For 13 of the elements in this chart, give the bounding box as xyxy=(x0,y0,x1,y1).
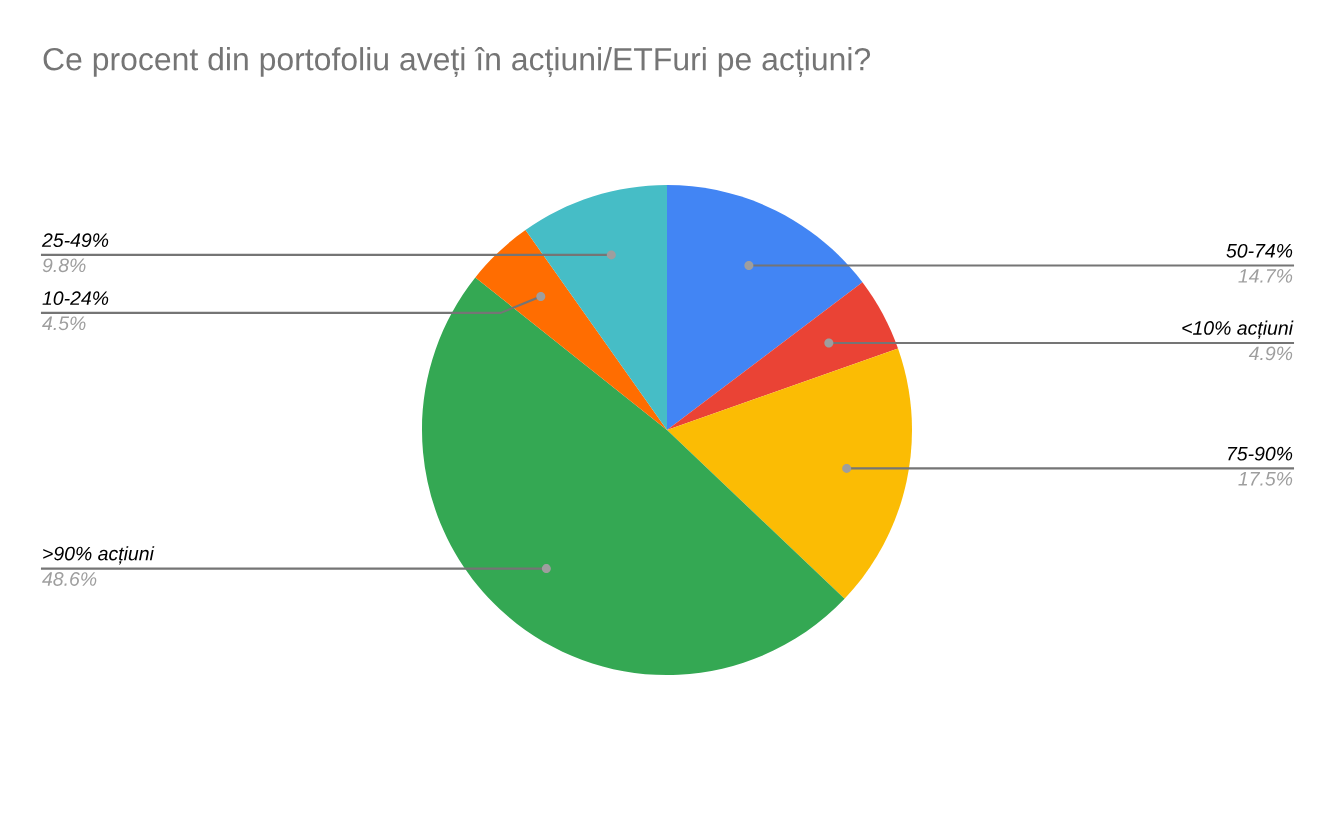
data-label: 48.6% xyxy=(42,572,97,586)
data-label: 4.5% xyxy=(42,316,86,331)
slice-label: 10-24% xyxy=(42,291,109,306)
data-label: 17.5% xyxy=(1238,471,1293,486)
slice-label: >90% acțiuni xyxy=(43,546,155,565)
data-label: 14.7% xyxy=(1238,269,1293,283)
data-label: 4.9% xyxy=(1248,346,1293,361)
slice-label: 50-74% xyxy=(1226,243,1293,258)
data-label: 9.8% xyxy=(42,258,86,273)
slice-label: <10% acțiuni xyxy=(1182,320,1294,339)
chart-title: Ce procent din portofoliu aveți în acțiuni/ETFuri pe acțiuni? xyxy=(43,46,871,78)
slice-label: 25-49% xyxy=(41,233,109,248)
slice-label: 75-90% xyxy=(1228,446,1293,461)
